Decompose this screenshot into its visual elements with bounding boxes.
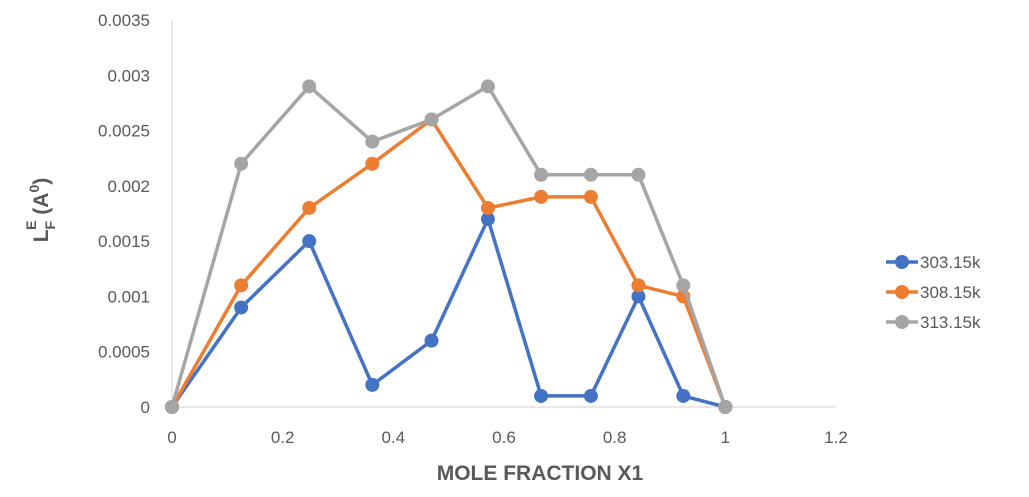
- y-axis-title: LFE (A0): [23, 178, 58, 243]
- data-point: [365, 377, 380, 392]
- y-tick-label: 0.001: [107, 287, 150, 306]
- series-line: [170, 84, 727, 408]
- series-3: [165, 79, 733, 414]
- y-axis-title-main: L: [30, 229, 53, 242]
- data-point: [480, 212, 495, 227]
- data-point: [302, 200, 317, 215]
- x-tick-label: 1.2: [824, 428, 848, 447]
- data-point: [583, 189, 598, 204]
- x-tick-label: 0: [167, 428, 176, 447]
- data-point: [234, 156, 249, 171]
- x-tick-labels: 0 0.2 0.4 0.6 0.8 1 1.2: [167, 428, 848, 447]
- data-point: [534, 388, 549, 403]
- data-point: [480, 200, 495, 215]
- series-line: [170, 217, 726, 409]
- data-point: [165, 400, 179, 414]
- data-point: [365, 134, 380, 149]
- legend-item: 313.15k: [886, 313, 981, 332]
- data-point: [583, 167, 598, 182]
- x-tick-label: 0.2: [271, 428, 295, 447]
- y-axis-title-paren-open: (A: [30, 193, 53, 221]
- legend-label: 308.15k: [920, 283, 981, 302]
- y-tick-label: 0.002: [107, 177, 150, 196]
- legend-label: 313.15k: [920, 313, 981, 332]
- x-tick-label: 0.8: [603, 428, 627, 447]
- y-tick-label: 0.003: [107, 66, 150, 85]
- data-point: [302, 234, 317, 249]
- y-tick-label: 0.0015: [98, 232, 150, 251]
- data-point: [424, 112, 439, 127]
- series-line: [170, 117, 727, 408]
- data-point: [424, 333, 439, 348]
- y-axis-title-subscript: F: [42, 220, 58, 229]
- data-point: [676, 278, 691, 293]
- y-tick-label: 0: [141, 398, 150, 417]
- data-point: [631, 278, 646, 293]
- x-tick-label: 0.6: [492, 428, 516, 447]
- y-axis-title-superscript: E: [23, 221, 39, 230]
- legend-item: 303.15k: [886, 253, 981, 272]
- y-tick-label: 0.0035: [98, 11, 150, 30]
- x-tick-label: 1: [721, 428, 730, 447]
- y-axis-title-paren-close: ): [30, 178, 53, 185]
- legend-marker: [895, 255, 909, 269]
- data-point: [365, 156, 380, 171]
- legend-item: 308.15k: [886, 283, 981, 302]
- x-tick-label: 0.4: [382, 428, 406, 447]
- y-tick-label: 0.0025: [98, 122, 150, 141]
- data-point: [718, 400, 733, 414]
- series-1: [165, 212, 733, 414]
- y-axis-title-paren-sup: 0: [26, 185, 42, 193]
- data-point: [480, 79, 495, 94]
- data-point: [631, 167, 646, 182]
- legend: 303.15k 308.15k 313.15k: [886, 253, 981, 332]
- y-tick-labels: 0 0.0005 0.001 0.0015 0.002 0.0025 0.003 0.0035: [98, 11, 150, 417]
- data-point: [676, 388, 691, 403]
- data-point: [583, 388, 598, 403]
- x-axis-title: MOLE FRACTION X1: [437, 462, 644, 485]
- legend-label: 303.15k: [920, 253, 981, 272]
- series-layer: [165, 79, 733, 414]
- data-point: [234, 300, 249, 315]
- series-2: [165, 112, 733, 414]
- data-point: [534, 167, 549, 182]
- data-point: [631, 289, 646, 304]
- data-point: [302, 79, 317, 94]
- legend-marker: [895, 285, 909, 299]
- legend-marker: [895, 315, 909, 329]
- y-tick-label: 0.0005: [98, 343, 150, 362]
- data-point: [534, 189, 549, 204]
- data-point: [234, 278, 249, 293]
